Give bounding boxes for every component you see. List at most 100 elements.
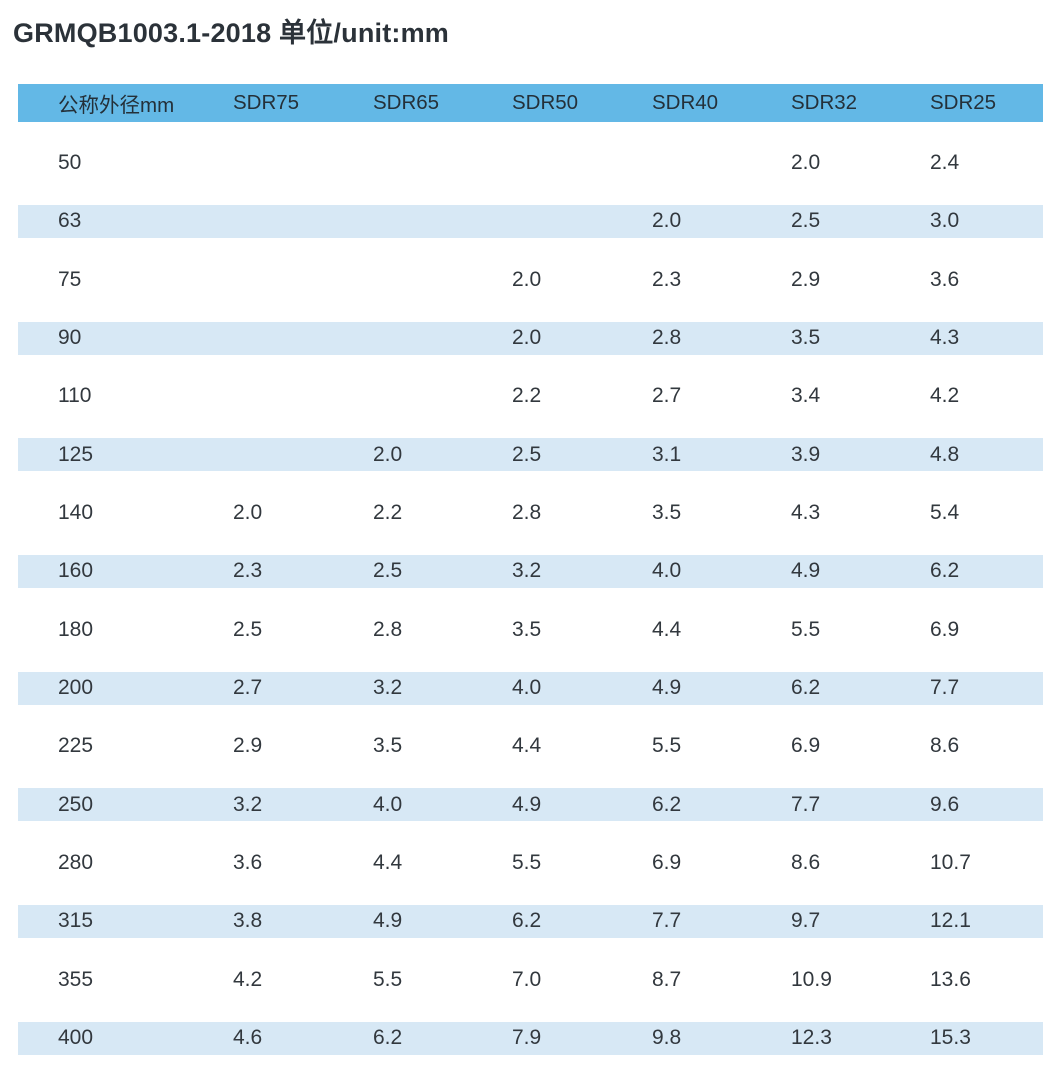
cell-value: 2.9	[791, 267, 821, 291]
cell-dn: 225	[58, 734, 94, 758]
table-row: 400 4.6 6.2 7.9 9.8 12.3 15.3	[18, 1009, 1043, 1067]
cell-value: 4.3	[930, 326, 960, 350]
cell-value: 4.3	[791, 501, 821, 525]
cell-value: 6.9	[652, 851, 682, 875]
cell-value: 4.9	[512, 792, 542, 816]
cell-value: 4.0	[652, 559, 682, 583]
table-row-band: 315 3.8 4.9 6.2 7.7 9.7 12.1	[18, 904, 1043, 938]
cell-value: 4.8	[930, 442, 960, 466]
cell-value: 7.0	[512, 967, 542, 991]
page-title: GRMQB1003.1-2018 单位/unit:mm	[13, 18, 450, 48]
cell-value: 3.2	[512, 559, 542, 583]
cell-value: 3.8	[233, 909, 263, 933]
cell-value: 8.6	[791, 851, 821, 875]
cell-value: 5.5	[791, 617, 821, 641]
cell-value: 2.0	[791, 151, 821, 175]
cell-value: 4.4	[652, 617, 682, 641]
table-row: 50 2.0 2.4	[18, 134, 1043, 192]
cell-value: 6.9	[930, 617, 960, 641]
cell-dn: 180	[58, 617, 94, 641]
table-row-band: 63 2.0 2.5 3.0	[18, 204, 1043, 238]
table-row-band: 75 2.0 2.3 2.9 3.6	[18, 263, 1043, 296]
cell-dn: 63	[58, 209, 82, 233]
cell-value: 2.0	[233, 501, 263, 525]
cell-value: 2.4	[930, 151, 960, 175]
column-header-sdr65: SDR65	[373, 91, 440, 114]
cell-value: 3.4	[791, 384, 821, 408]
table-row: 75 2.0 2.3 2.9 3.6	[18, 251, 1043, 309]
cell-value: 4.0	[512, 676, 542, 700]
table-row: 180 2.5 2.8 3.5 4.4 5.5 6.9	[18, 601, 1043, 659]
cell-value: 8.7	[652, 967, 682, 991]
cell-value: 3.0	[930, 209, 960, 233]
table-row: 200 2.7 3.2 4.0 4.9 6.2 7.7	[18, 659, 1043, 717]
cell-value: 4.9	[373, 909, 403, 933]
cell-value: 9.8	[652, 1026, 682, 1050]
cell-value: 2.3	[652, 267, 682, 291]
column-header-sdr50: SDR50	[512, 91, 579, 114]
sdr-wall-thickness-table: 公称外径mm SDR75 SDR65 SDR50 SDR40 SDR32 SDR25 50 2…	[18, 84, 1043, 1067]
cell-value: 4.9	[791, 559, 821, 583]
cell-value: 12.1	[930, 909, 971, 933]
table-row-band: 140 2.0 2.2 2.8 3.5 4.3 5.4	[18, 497, 1043, 530]
cell-value: 6.2	[791, 676, 821, 700]
cell-value: 6.2	[373, 1026, 403, 1050]
cell-value: 4.4	[512, 734, 542, 758]
table-row: 110 2.2 2.7 3.4 4.2	[18, 367, 1043, 425]
table-row-band: 225 2.9 3.5 4.4 5.5 6.9 8.6	[18, 730, 1043, 763]
cell-value: 7.9	[512, 1026, 542, 1050]
cell-dn: 50	[58, 151, 82, 175]
cell-value: 10.7	[930, 851, 971, 875]
cell-value: 2.2	[373, 501, 403, 525]
cell-value: 3.5	[652, 501, 682, 525]
cell-dn: 125	[58, 442, 94, 466]
cell-value: 2.9	[233, 734, 263, 758]
cell-value: 8.6	[930, 734, 960, 758]
cell-dn: 160	[58, 559, 94, 583]
cell-value: 6.9	[791, 734, 821, 758]
table-row-band: 110 2.2 2.7 3.4 4.2	[18, 380, 1043, 413]
table-row-band: 280 3.6 4.4 5.5 6.9 8.6 10.7	[18, 847, 1043, 880]
cell-dn: 400	[58, 1026, 94, 1050]
table-row: 125 2.0 2.5 3.1 3.9 4.8	[18, 426, 1043, 484]
cell-value: 4.4	[373, 851, 403, 875]
table-row: 63 2.0 2.5 3.0	[18, 192, 1043, 250]
cell-dn: 250	[58, 792, 94, 816]
cell-value: 2.0	[373, 442, 403, 466]
table-row: 355 4.2 5.5 7.0 8.7 10.9 13.6	[18, 951, 1043, 1009]
cell-value: 2.0	[512, 326, 542, 350]
cell-value: 7.7	[930, 676, 960, 700]
table-row-band: 90 2.0 2.8 3.5 4.3	[18, 321, 1043, 355]
table-row: 140 2.0 2.2 2.8 3.5 4.3 5.4	[18, 484, 1043, 542]
table-row-band: 125 2.0 2.5 3.1 3.9 4.8	[18, 438, 1043, 472]
cell-dn: 355	[58, 967, 94, 991]
column-header-sdr40: SDR40	[652, 91, 719, 114]
cell-value: 2.3	[233, 559, 263, 583]
cell-value: 9.6	[930, 792, 960, 816]
cell-value: 2.5	[373, 559, 403, 583]
cell-value: 2.8	[512, 501, 542, 525]
cell-value: 9.7	[791, 909, 821, 933]
cell-value: 6.2	[930, 559, 960, 583]
cell-value: 3.5	[791, 326, 821, 350]
cell-value: 5.5	[512, 851, 542, 875]
cell-value: 3.2	[373, 676, 403, 700]
table-row: 280 3.6 4.4 5.5 6.9 8.6 10.7	[18, 834, 1043, 892]
table-row: 90 2.0 2.8 3.5 4.3	[18, 309, 1043, 367]
cell-value: 2.0	[512, 267, 542, 291]
cell-value: 4.9	[652, 676, 682, 700]
cell-value: 2.0	[652, 209, 682, 233]
cell-value: 5.5	[373, 967, 403, 991]
table-row-band: 400 4.6 6.2 7.9 9.8 12.3 15.3	[18, 1021, 1043, 1055]
table-row-band: 200 2.7 3.2 4.0 4.9 6.2 7.7	[18, 671, 1043, 705]
cell-value: 13.6	[930, 967, 971, 991]
cell-value: 2.5	[512, 442, 542, 466]
table-row-band: 355 4.2 5.5 7.0 8.7 10.9 13.6	[18, 963, 1043, 996]
table-header-row: 公称外径mm SDR75 SDR65 SDR50 SDR40 SDR32 SDR25	[18, 84, 1043, 122]
table-row: 250 3.2 4.0 4.9 6.2 7.7 9.6	[18, 776, 1043, 834]
cell-dn: 140	[58, 501, 94, 525]
cell-value: 2.2	[512, 384, 542, 408]
cell-dn: 75	[58, 267, 82, 291]
cell-dn: 315	[58, 909, 94, 933]
